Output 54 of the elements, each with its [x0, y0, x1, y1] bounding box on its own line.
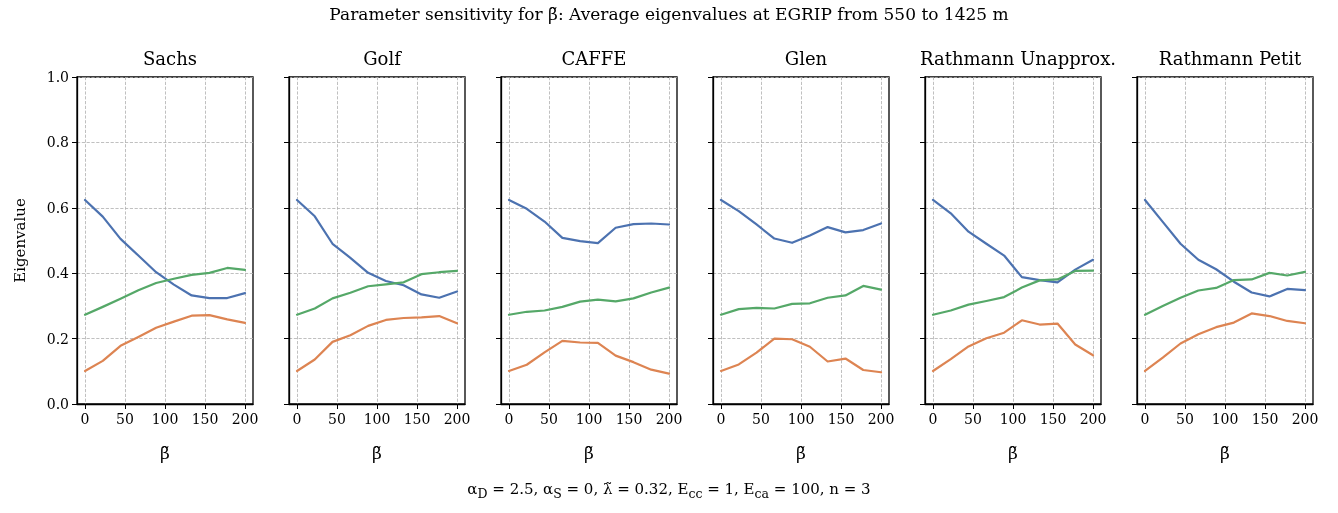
line-series	[83, 198, 247, 300]
x-tick-label: 0	[292, 411, 302, 427]
x-axis-title: β̃	[796, 442, 806, 463]
x-axis-title: β̃	[584, 442, 594, 463]
chart-title: Rathmann Unapprox.	[919, 47, 1117, 69]
text: α$_{D}$ = 2.5, α$_{S}$ = 0, λ̃ = 0.32, E$_{cc}$ = 1, E$_{ca}$ = 100, n = 3	[467, 480, 871, 501]
x-tick-label: 200	[1291, 411, 1319, 427]
x-tick-label: 0	[504, 411, 514, 427]
x-tick-label: 150	[403, 411, 431, 427]
y-axis-title: Eigenvalue	[10, 198, 29, 283]
x-tick-label: 50	[328, 411, 346, 427]
x-tick-label: 0	[716, 411, 726, 427]
x-axis-title: β̃	[372, 442, 382, 463]
x-tick-label: 100	[575, 411, 603, 427]
chart-title: Rathmann Petit	[1158, 47, 1302, 69]
x-tick-label: 200	[867, 411, 895, 427]
x-tick-label: 100	[363, 411, 391, 427]
x-tick-label: 0	[1140, 411, 1150, 427]
y-tick-label: 0.8	[46, 134, 69, 151]
x-tick-label: 200	[1079, 411, 1107, 427]
x-tick-label: 100	[1211, 411, 1239, 427]
x-tick-label: 50	[964, 411, 982, 427]
x-tick-label: 100	[999, 411, 1027, 427]
y-tick-label: 0.6	[46, 199, 70, 216]
x-tick-label: 0	[928, 411, 938, 427]
x-tick-label: 200	[443, 411, 471, 427]
text: Parameter sensitivity for β̃: Average eigenvalues at EGRIP from 550 to 1425 m	[328, 4, 1010, 24]
x-tick-label: 50	[116, 411, 134, 427]
y-tick-label: 0.2	[46, 330, 69, 347]
x-tick-label: 100	[787, 411, 815, 427]
x-axis-title: β̃	[160, 442, 170, 463]
x-tick-label: 150	[827, 411, 855, 427]
x-tick-label: 200	[231, 411, 259, 427]
x-axis-title: β̃	[1008, 442, 1018, 463]
x-tick-label: 0	[80, 411, 90, 427]
y-tick-label: 0.4	[46, 265, 70, 282]
y-tick-label: 1.0	[46, 69, 69, 85]
x-tick-label: 100	[151, 411, 179, 427]
x-tick-label: 150	[191, 411, 219, 427]
chart-title: CAFFE	[561, 47, 627, 69]
x-tick-label: 150	[615, 411, 643, 427]
line-series	[83, 313, 247, 373]
x-tick-label: 150	[1251, 411, 1279, 427]
chart-title: Golf	[363, 47, 403, 69]
x-tick-label: 150	[1039, 411, 1067, 427]
y-tick-label: 0.0	[46, 396, 69, 412]
x-tick-label: 50	[752, 411, 770, 427]
line-series	[83, 266, 247, 316]
x-tick-label: 200	[655, 411, 683, 427]
x-tick-label: 50	[540, 411, 558, 427]
chart-title: Glen	[784, 47, 828, 69]
x-axis-title: β̃	[1220, 442, 1230, 463]
x-tick-label: 50	[1176, 411, 1194, 427]
chart-title: Sachs	[143, 47, 197, 69]
